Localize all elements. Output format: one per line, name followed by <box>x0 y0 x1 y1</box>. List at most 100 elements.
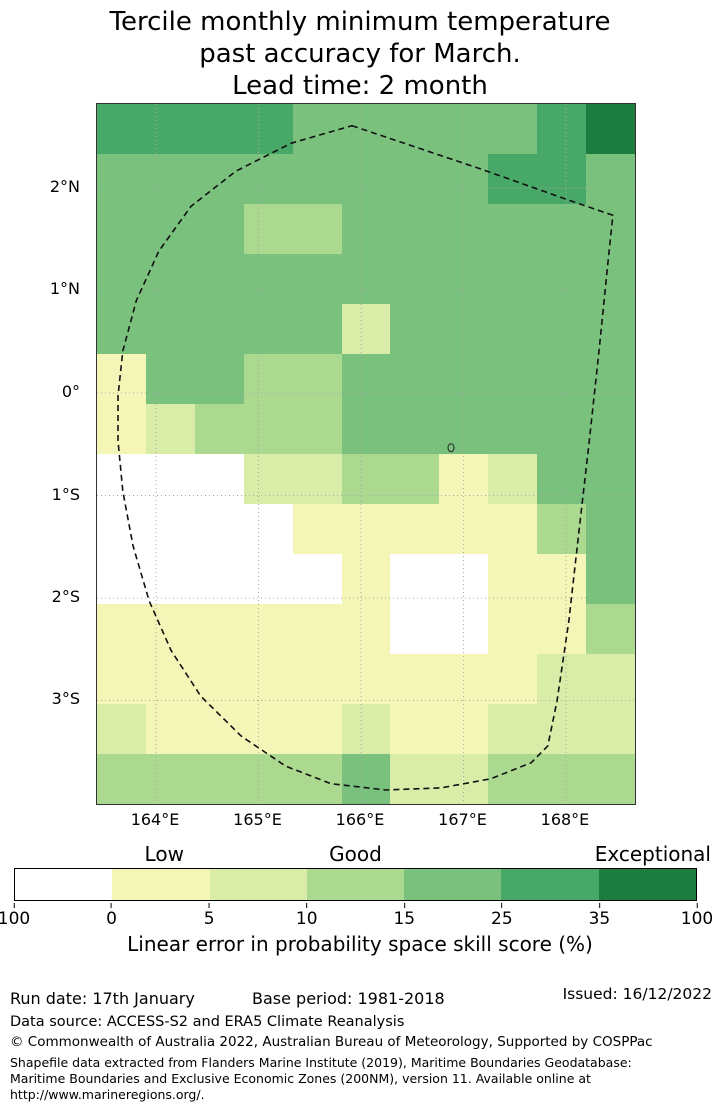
lon-tick-label: 167°E <box>438 810 487 829</box>
heatmap-cell <box>390 154 440 204</box>
heatmap-cell <box>537 654 587 704</box>
heatmap-cell <box>390 254 440 304</box>
heatmap-cell <box>194 254 244 304</box>
heatmap-cell <box>488 354 538 404</box>
longitude-axis: 164°E 165°E 166°E 167°E 168°E <box>96 810 634 834</box>
heatmap-cell <box>292 654 342 704</box>
heatmap-cell <box>292 304 342 354</box>
heatmap-cell <box>586 654 635 704</box>
heatmap-cell <box>97 554 146 604</box>
heatmap-cell <box>194 504 244 554</box>
heatmap-cell <box>243 104 293 154</box>
heatmap-cell <box>194 404 244 454</box>
shapefile-attribution-text: Shapefile data extracted from Flanders M… <box>10 1055 632 1102</box>
lat-tick-label: 3°S <box>51 689 80 709</box>
colorbar-caption: Linear error in probability space skill … <box>127 932 593 956</box>
heatmap-cell <box>586 304 635 354</box>
heatmap-cell <box>439 654 489 704</box>
heatmap-cell <box>390 654 440 704</box>
heatmap-cell <box>341 704 391 754</box>
heatmap-cell <box>390 604 440 654</box>
heatmap-cell <box>488 204 538 254</box>
heatmap-cell <box>537 604 587 654</box>
heatmap-cell <box>537 154 587 204</box>
heatmap-cell <box>243 654 293 704</box>
heatmap-cell <box>439 154 489 204</box>
heatmap-cell <box>243 504 293 554</box>
heatmap-cell <box>586 354 635 404</box>
heatmap-cell <box>97 354 146 404</box>
heatmap-cell <box>586 754 635 804</box>
colorbar-tick-label: 10 <box>296 903 318 929</box>
heatmap-cell <box>194 754 244 804</box>
heatmap-cell <box>341 254 391 304</box>
quality-label-exceptional: Exceptional <box>594 842 711 866</box>
heatmap-cell <box>97 704 146 754</box>
heatmap-cell <box>537 554 587 604</box>
chart-title-line-2: past accuracy for March. <box>199 39 521 69</box>
heatmap-cell <box>488 404 538 454</box>
colorbar-segment <box>112 869 210 900</box>
chart-title-line-1: Tercile monthly minimum temperature <box>109 7 611 37</box>
map-plot-area <box>96 103 636 805</box>
heatmap-cell <box>292 554 342 604</box>
colorbar-segment <box>209 869 307 900</box>
heatmap-cell <box>537 354 587 404</box>
heatmap-cell <box>537 204 587 254</box>
heatmap-cell <box>97 404 146 454</box>
heatmap-cell <box>292 604 342 654</box>
quality-label-low: Low <box>144 842 184 866</box>
heatmap-cell <box>341 104 391 154</box>
heatmap-cell <box>390 354 440 404</box>
heatmap-cell <box>341 654 391 704</box>
heatmap-cell <box>341 554 391 604</box>
heatmap-cell <box>292 104 342 154</box>
heatmap-cell <box>439 754 489 804</box>
heatmap-cell <box>145 354 195 404</box>
heatmap-cell <box>243 604 293 654</box>
heatmap-cell <box>439 454 489 504</box>
heatmap-cell <box>97 654 146 704</box>
heatmap-cell <box>145 154 195 204</box>
heatmap-cell <box>97 304 146 354</box>
heatmap-cell <box>243 454 293 504</box>
heatmap-cell <box>243 204 293 254</box>
heatmap-cell <box>390 104 440 154</box>
colorbar-tick-label: 5 <box>204 903 215 929</box>
heatmap-cell <box>488 154 538 204</box>
heatmap-cell <box>145 454 195 504</box>
heatmap-cell <box>194 604 244 654</box>
heatmap-cell <box>292 504 342 554</box>
eez-boundary-outline <box>117 124 614 791</box>
latitude-axis: 2°N 1°N 0° 1°S 2°S 3°S <box>0 103 90 803</box>
heatmap-cell <box>586 154 635 204</box>
heatmap-cell <box>488 604 538 654</box>
heatmap-cell <box>586 254 635 304</box>
heatmap-cell <box>488 754 538 804</box>
lat-tick-label: 2°N <box>49 177 80 196</box>
heatmap-cell <box>488 654 538 704</box>
heatmap-cell <box>537 304 587 354</box>
heatmap-cell <box>194 204 244 254</box>
issued-date-text: Issued: 16/12/2022 <box>562 985 712 1003</box>
heatmap-cell <box>537 404 587 454</box>
heatmap-cell <box>145 704 195 754</box>
heatmap-cell <box>243 254 293 304</box>
heatmap-cell <box>341 154 391 204</box>
heatmap-cell <box>145 404 195 454</box>
colorbar-tick-label: 100 <box>0 903 30 929</box>
colorbar-tick-label: 15 <box>393 903 415 929</box>
colorbar-quality-labels: Low Good Exceptional <box>14 842 711 868</box>
colorbar-tick-label: 0 <box>106 903 117 929</box>
heatmap-cell <box>243 554 293 604</box>
heatmap-cell <box>243 354 293 404</box>
quality-label-good: Good <box>329 842 382 866</box>
heatmap-cell <box>194 154 244 204</box>
heatmap-cell <box>97 754 146 804</box>
data-source-text: Data source: ACCESS-S2 and ERA5 Climate … <box>10 1014 405 1030</box>
heatmap-cell <box>586 204 635 254</box>
colorbar-tick-label: 25 <box>491 903 513 929</box>
heatmap-cell <box>145 104 195 154</box>
heatmap-cell <box>390 304 440 354</box>
heatmap-cell <box>145 654 195 704</box>
